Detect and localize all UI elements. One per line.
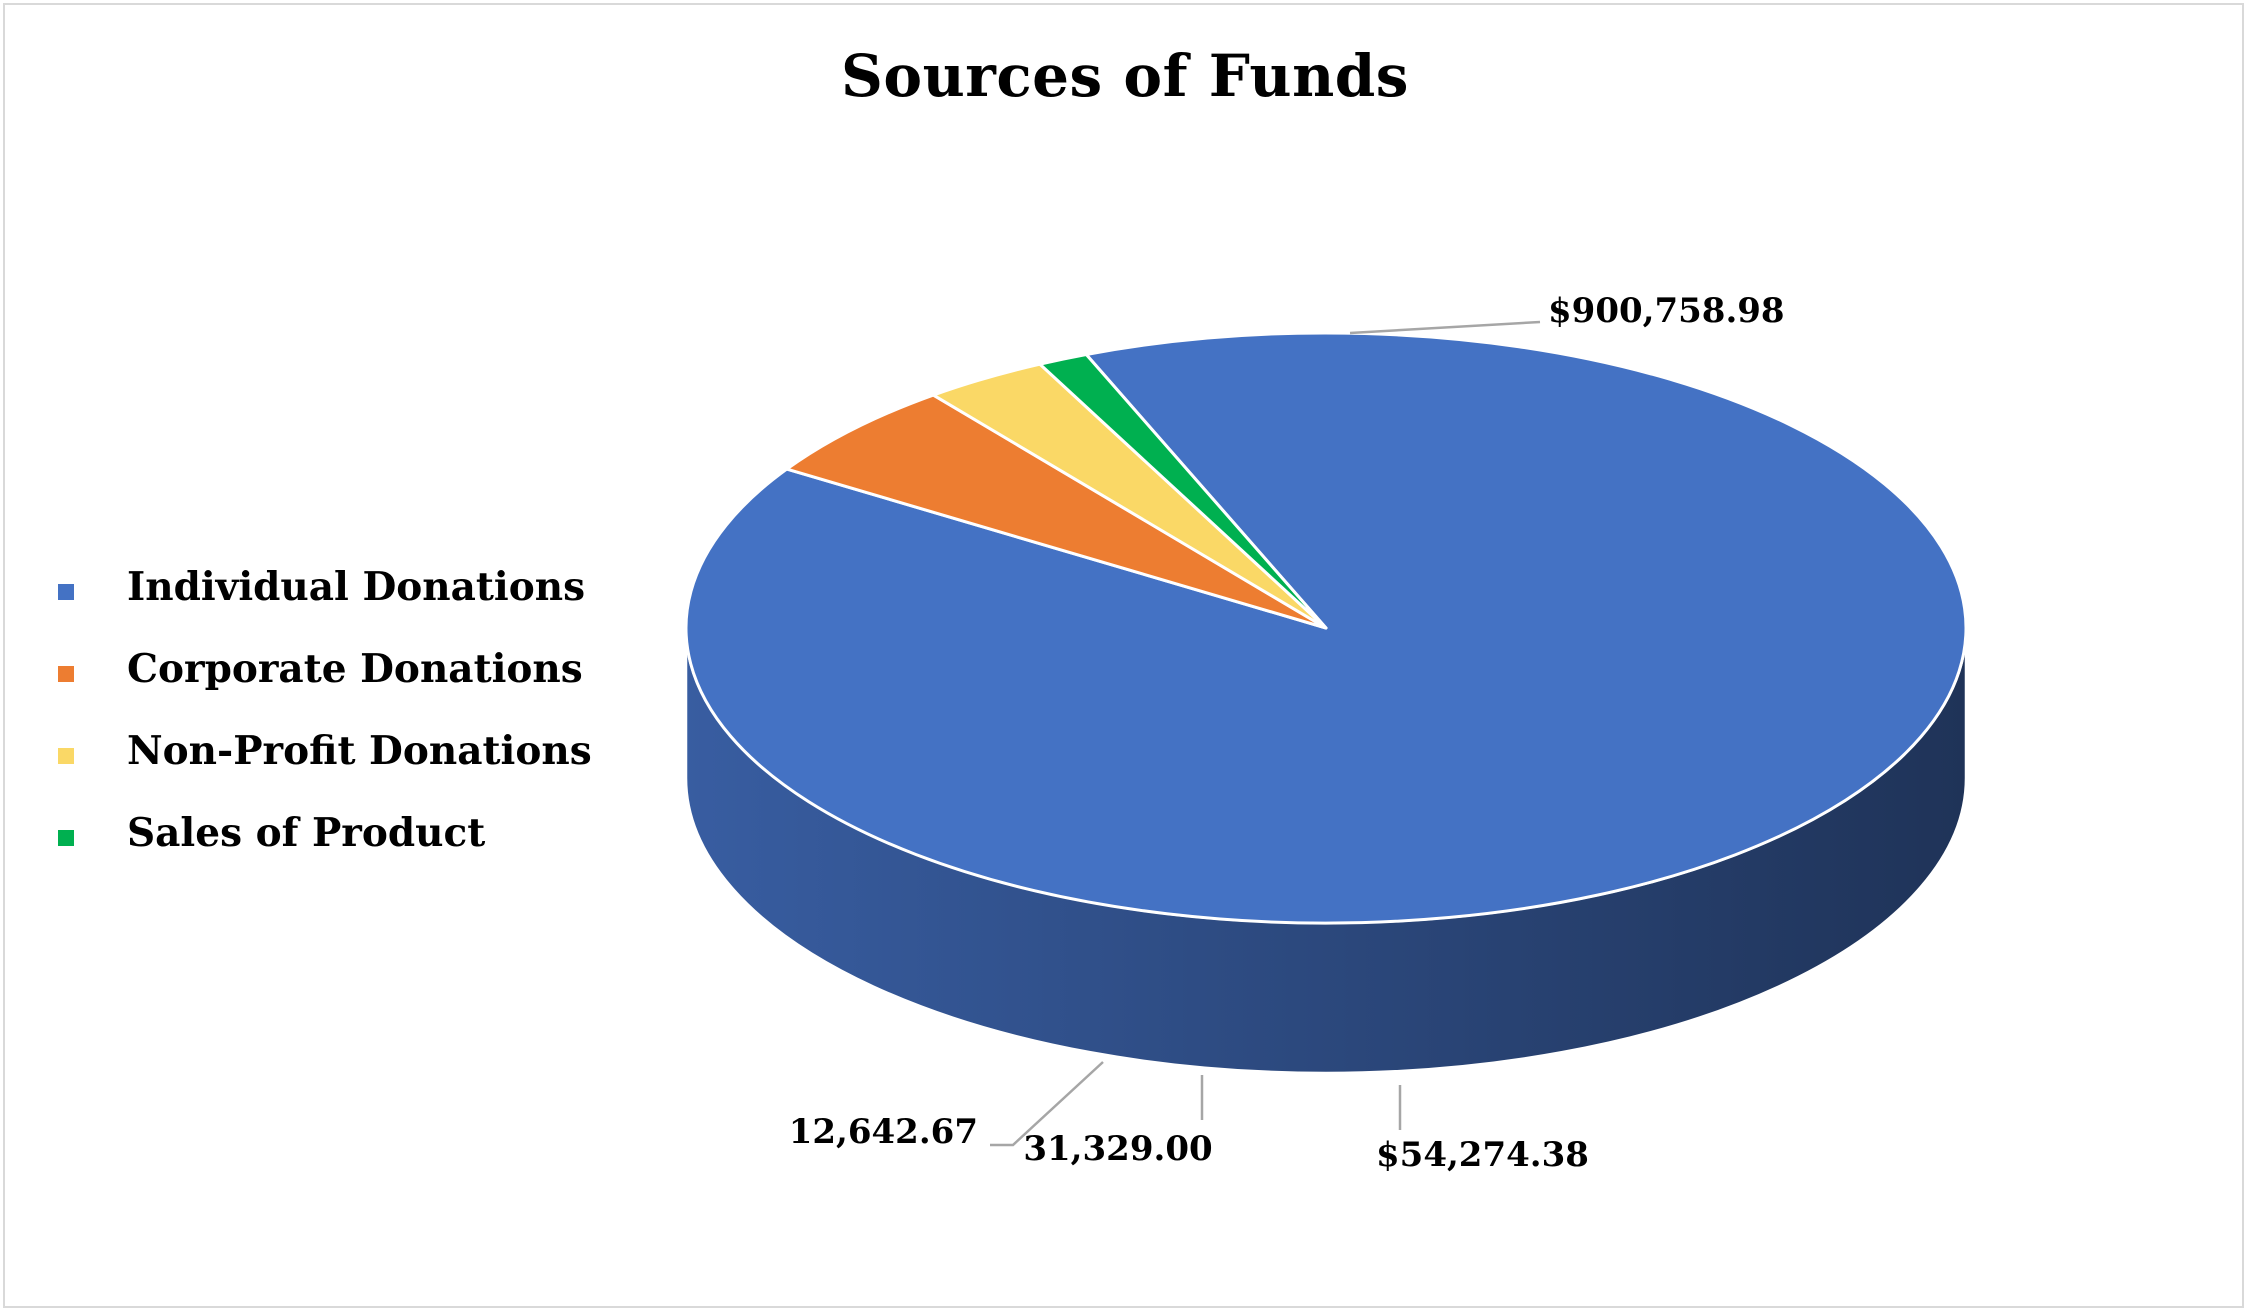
legend-label: Corporate Donations xyxy=(127,646,583,692)
legend-swatch xyxy=(58,830,74,846)
legend-swatch xyxy=(58,748,74,764)
data-label: 12,642.67 xyxy=(789,1112,978,1152)
pie-slice xyxy=(785,393,1328,630)
legend-swatch xyxy=(58,584,74,600)
legend-swatch xyxy=(58,666,74,682)
data-label: $54,274.38 xyxy=(1376,1135,1589,1175)
legend-label: Sales of Product xyxy=(127,810,486,856)
pie-slice xyxy=(1038,352,1328,630)
data-label: $900,758.98 xyxy=(1548,291,1785,331)
legend-label: Non-Profit Donations xyxy=(127,728,592,774)
data-label: 31,329.00 xyxy=(1023,1129,1212,1169)
legend-label: Individual Donations xyxy=(127,564,586,610)
leader-line xyxy=(1349,320,1541,335)
leader-line xyxy=(990,1061,1104,1147)
chart-title: Sources of Funds xyxy=(841,42,1409,110)
